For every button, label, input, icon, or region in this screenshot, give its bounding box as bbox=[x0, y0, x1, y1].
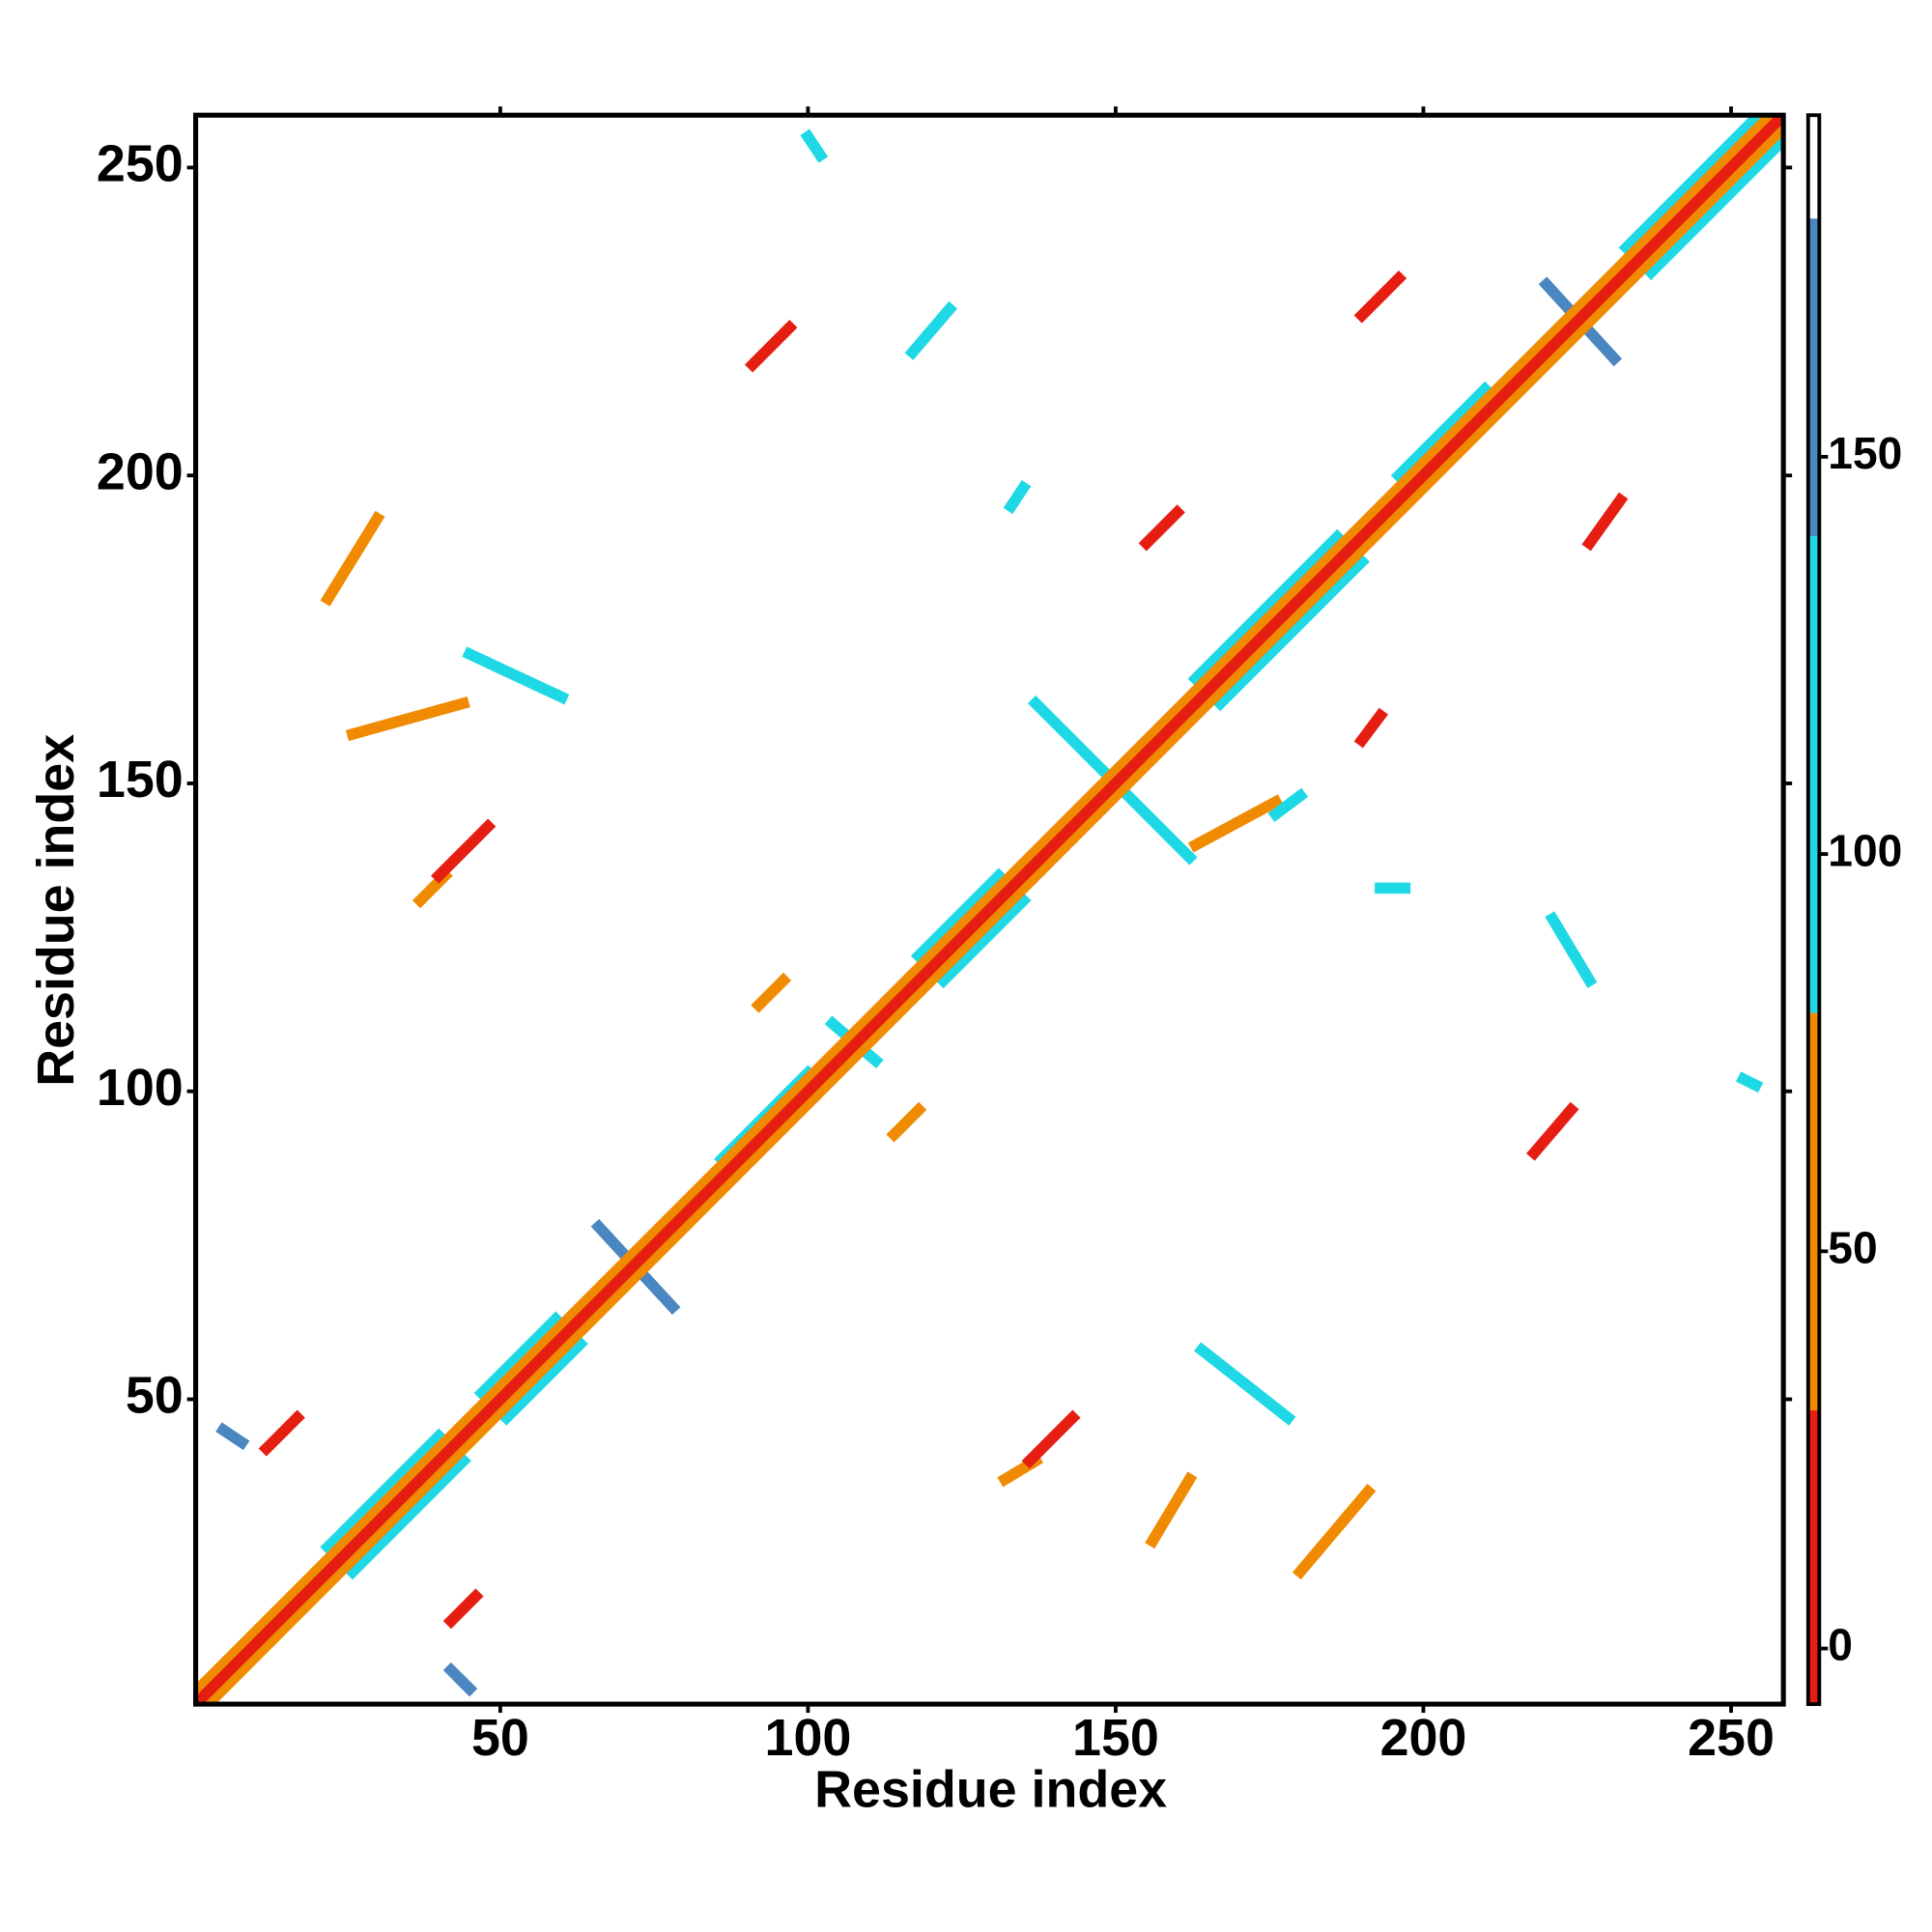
y-tick-label: 150 bbox=[97, 751, 184, 809]
colorbar-band bbox=[1807, 218, 1820, 537]
contact-streak bbox=[1292, 1484, 1377, 1580]
contact-streak bbox=[1643, 134, 1784, 280]
colorbar bbox=[1807, 115, 1820, 1705]
contact-streak bbox=[1138, 504, 1185, 552]
contact-streak bbox=[431, 818, 497, 884]
contact-streak bbox=[1003, 479, 1032, 515]
contact-streak bbox=[215, 1422, 250, 1451]
contact-streak bbox=[462, 646, 570, 705]
contact-streak bbox=[258, 1409, 305, 1457]
contact-streak bbox=[751, 972, 792, 1013]
contact-streak bbox=[195, 115, 1776, 1697]
contact-streak bbox=[344, 1453, 471, 1580]
contact-streak bbox=[320, 1428, 447, 1555]
y-tick-label: 250 bbox=[97, 135, 184, 193]
contact-streak bbox=[1545, 911, 1598, 988]
contact-streak bbox=[1736, 1071, 1764, 1094]
y-tick-label: 100 bbox=[97, 1059, 184, 1117]
contact-streak bbox=[1390, 381, 1493, 484]
contact-streak bbox=[195, 115, 1784, 1705]
contact-streak bbox=[935, 892, 1032, 989]
contact-streak bbox=[1145, 1471, 1198, 1549]
y-axis-label: Residue index bbox=[27, 734, 85, 1087]
contact-streak bbox=[1526, 1101, 1579, 1161]
contact-streak bbox=[886, 1101, 927, 1143]
colorbar-tick-label: 100 bbox=[1828, 825, 1902, 875]
colorbar-band bbox=[1807, 115, 1820, 219]
contact-streak bbox=[1187, 794, 1284, 853]
contact-streak bbox=[442, 1662, 478, 1697]
contact-streak bbox=[345, 696, 470, 742]
contact-streak bbox=[1581, 492, 1629, 552]
x-tick-label: 100 bbox=[765, 1709, 852, 1767]
contact-streak bbox=[1353, 707, 1388, 749]
contact-streak bbox=[1618, 115, 1764, 256]
contact-streak bbox=[1187, 528, 1346, 687]
colorbar-band bbox=[1807, 1012, 1820, 1410]
contact-streak bbox=[203, 123, 1784, 1705]
x-tick-label: 200 bbox=[1380, 1709, 1467, 1767]
colorbar-tick-label: 50 bbox=[1828, 1223, 1877, 1273]
contact-streak bbox=[1267, 787, 1309, 822]
contact-streak bbox=[1021, 1409, 1081, 1469]
plot-frame bbox=[193, 112, 1786, 1707]
contact-streak bbox=[910, 867, 1008, 964]
contact-streak bbox=[473, 1311, 564, 1402]
contact-streak bbox=[904, 300, 958, 360]
contact-streak bbox=[1194, 1342, 1296, 1426]
contact-layer bbox=[195, 115, 1784, 1705]
contact-streak bbox=[1212, 554, 1370, 712]
x-tick-label: 50 bbox=[471, 1709, 529, 1767]
colorbar-tick-label: 0 bbox=[1828, 1620, 1853, 1670]
contact-streak bbox=[1353, 270, 1407, 324]
contact-streak bbox=[320, 510, 385, 607]
contact-streak bbox=[800, 128, 829, 163]
colorbar-band bbox=[1807, 1409, 1820, 1705]
contact-streak bbox=[744, 320, 798, 373]
x-tick-label: 250 bbox=[1688, 1709, 1775, 1767]
colorbar-tick-label: 150 bbox=[1828, 428, 1902, 478]
x-axis-label: Residue index bbox=[814, 1761, 1167, 1819]
colorbar-band bbox=[1807, 536, 1820, 1013]
x-tick-label: 150 bbox=[1072, 1709, 1159, 1767]
contact-streak bbox=[442, 1588, 484, 1630]
y-tick-label: 200 bbox=[97, 442, 184, 500]
colorbar-frame bbox=[1805, 113, 1822, 1707]
y-tick-label: 50 bbox=[126, 1367, 184, 1425]
contact-streak bbox=[498, 1335, 588, 1426]
